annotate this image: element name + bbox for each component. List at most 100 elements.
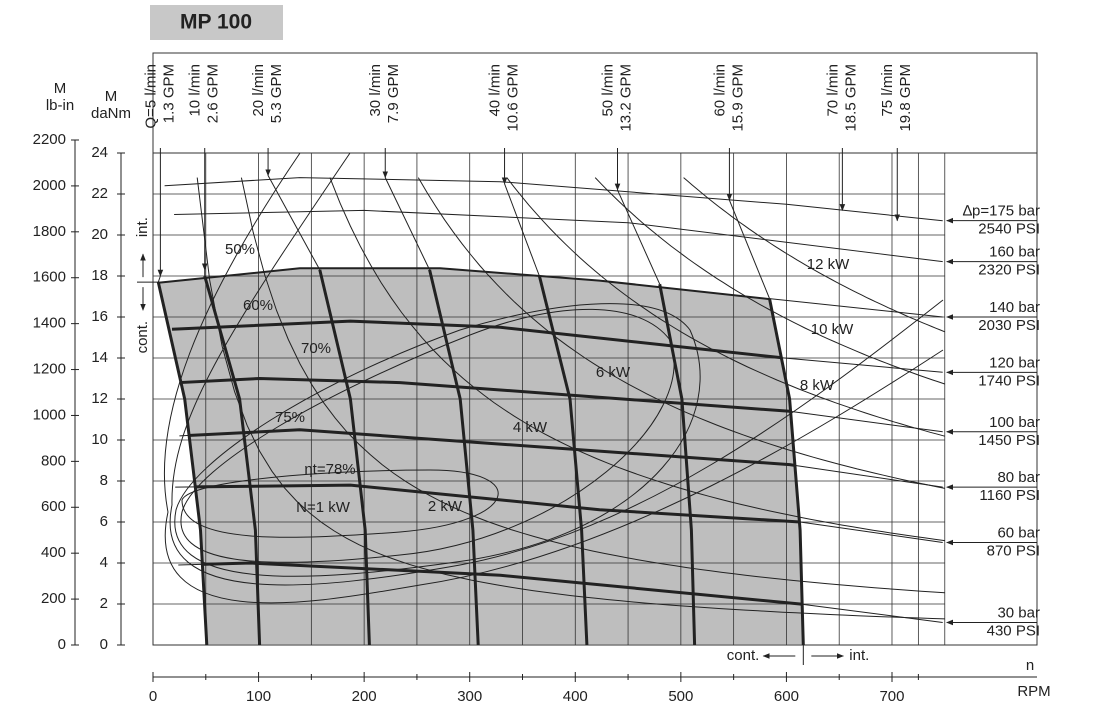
- pressure-line-thick: [178, 561, 804, 624]
- pressure-psi-label: 2540 PSI: [978, 221, 1040, 238]
- y-tick-label: 24: [91, 144, 108, 161]
- efficiency-contour: [181, 469, 499, 538]
- x-tick-label: 0: [149, 688, 157, 705]
- flow-lpm-label: 60 l/min: [711, 64, 728, 117]
- y-tick-label: 2: [100, 595, 108, 612]
- limit-label: int.: [849, 647, 869, 664]
- pressure-psi-label: 1450 PSI: [978, 432, 1040, 449]
- flow-lpm-label: 10 l/min: [187, 64, 204, 117]
- x-tick-label: 300: [457, 688, 482, 705]
- y2-tick-label: 1000: [33, 406, 66, 423]
- flow-lpm-label: 30 l/min: [367, 64, 384, 117]
- pressure-psi-label: 1160 PSI: [979, 487, 1040, 504]
- efficiency-label: ηt=78%: [304, 461, 355, 478]
- y-tick-label: 8: [100, 472, 108, 489]
- y-tick-label: 10: [91, 431, 108, 448]
- efficiency-label: 70%: [301, 340, 331, 357]
- y2-tick-label: 2200: [33, 131, 66, 148]
- flow-gpm-label: 13.2 GPM: [617, 64, 634, 132]
- power-label: 6 kW: [596, 364, 631, 381]
- y-tick-label: 12: [91, 390, 108, 407]
- flow-line: [428, 269, 480, 646]
- efficiency-contour: [163, 152, 301, 513]
- x-tick-label: 700: [879, 688, 904, 705]
- y-axis-title: M: [105, 88, 118, 105]
- y-tick-label: 6: [100, 513, 108, 530]
- power-curve: [240, 177, 945, 594]
- power-curve: [196, 177, 945, 620]
- title-box: [150, 5, 283, 40]
- pressure-psi-label: 1740 PSI: [978, 372, 1040, 389]
- pressure-bar-label: 30 bar: [997, 604, 1040, 621]
- flow-lpm-label: 50 l/min: [599, 64, 616, 117]
- flow-lpm-label: 20 l/min: [250, 64, 267, 117]
- y-tick-label: 20: [91, 226, 108, 243]
- y2-tick-label: 200: [41, 590, 66, 607]
- pressure-psi-label: 2030 PSI: [978, 317, 1040, 334]
- pressure-bar-label: ∆p=175 bar: [963, 203, 1040, 220]
- flow-gpm-label: 19.8 GPM: [897, 64, 914, 132]
- flow-line: [203, 275, 262, 646]
- flow-gpm-label: 18.5 GPM: [842, 64, 859, 132]
- pressure-bar-label: 100 bar: [989, 414, 1040, 431]
- chart-title: MP 100: [180, 11, 252, 34]
- flow-gpm-label: 2.6 GPM: [205, 64, 222, 123]
- power-curve: [683, 177, 945, 333]
- y2-tick-label: 1200: [33, 361, 66, 378]
- flow-line: [318, 269, 371, 646]
- y2-tick-label: 2000: [33, 177, 66, 194]
- power-label: 8 kW: [800, 377, 835, 394]
- flow-link: [617, 189, 661, 285]
- power-label: 12 kW: [807, 256, 850, 273]
- power-curve: [594, 177, 945, 385]
- limit-label: int.: [134, 217, 151, 237]
- efficiency-contour: [174, 303, 701, 577]
- x-tick-label: 200: [352, 688, 377, 705]
- efficiency-contour: [169, 299, 944, 586]
- y-tick-label: 16: [91, 308, 108, 325]
- pressure-bar-label: 140 bar: [989, 299, 1040, 316]
- efficiency-label: 75%: [275, 409, 305, 426]
- y-tick-label: 18: [91, 267, 108, 284]
- flow-lpm-label: 75 l/min: [879, 64, 896, 117]
- y-axis-title: daNm: [91, 105, 131, 122]
- limit-label: cont.: [134, 321, 151, 354]
- efficiency-label: 50%: [225, 241, 255, 258]
- flow-link: [157, 275, 161, 283]
- x-axis-title: n: [1026, 657, 1034, 674]
- flow-link: [267, 175, 321, 271]
- pressure-line-thick: [174, 210, 943, 261]
- x-tick-label: 100: [246, 688, 271, 705]
- y-tick-label: 22: [91, 185, 108, 202]
- operating-region: [158, 267, 804, 645]
- pressure-line: [164, 177, 943, 222]
- flow-lpm-label: 70 l/min: [824, 64, 841, 117]
- flow-gpm-label: 15.9 GPM: [729, 64, 746, 132]
- y2-tick-label: 1600: [33, 269, 66, 286]
- power-label: N=1 kW: [296, 499, 351, 516]
- pressure-psi-label: 430 PSI: [987, 622, 1040, 639]
- flow-gpm-label: 1.3 GPM: [160, 64, 177, 123]
- pressure-line: [174, 209, 943, 263]
- y2-tick-label: 400: [41, 544, 66, 561]
- flow-gpm-label: 7.9 GPM: [385, 64, 402, 123]
- pressure-bar-label: 60 bar: [997, 524, 1040, 541]
- y2-axis-title: lb-in: [46, 97, 74, 114]
- pressure-line-thick: [171, 319, 804, 374]
- y2-tick-label: 1400: [33, 315, 66, 332]
- x-tick-label: 400: [563, 688, 588, 705]
- x-axis-title: RPM: [1017, 683, 1050, 700]
- y2-tick-label: 800: [41, 452, 66, 469]
- flow-line: [658, 283, 697, 646]
- y-tick-label: 14: [91, 349, 108, 366]
- limit-label: cont.: [727, 647, 760, 664]
- flow-lpm-label: Q=5 l/min: [142, 64, 159, 129]
- pressure-psi-label: 870 PSI: [987, 542, 1040, 559]
- flow-gpm-label: 10.6 GPM: [505, 64, 522, 132]
- flow-link: [384, 177, 431, 271]
- flow-line: [768, 298, 805, 646]
- y2-tick-label: 0: [58, 636, 66, 653]
- flow-line: [156, 281, 209, 646]
- power-label: 10 kW: [811, 321, 854, 338]
